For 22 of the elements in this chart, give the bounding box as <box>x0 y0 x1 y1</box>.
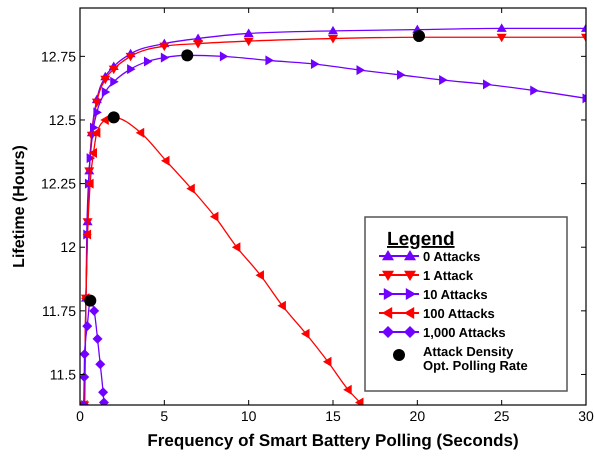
x-axis-title: Frequency of Smart Battery Polling (Seconds) <box>147 431 519 450</box>
y-tick-label: 12.5 <box>48 112 76 128</box>
legend-label: 100 Attacks <box>423 306 495 321</box>
legend-title: Legend <box>387 229 455 250</box>
legend-label: 1 Attack <box>423 268 474 283</box>
y-tick-label: 11.5 <box>50 366 76 382</box>
legend-label: Attack Density Opt. Polling Rate <box>423 344 528 373</box>
x-tick-label: 25 <box>494 408 510 424</box>
legend-label: 1,000 Attacks <box>423 325 506 340</box>
x-tick-label: 15 <box>325 408 341 424</box>
y-axis-title: Lifetime (Hours) <box>11 145 28 268</box>
legend-label: 0 Attacks <box>423 249 480 264</box>
legend-label: 10 Attacks <box>423 287 488 302</box>
y-tick-label: 12 <box>60 239 76 256</box>
x-tick-label: 10 <box>240 408 257 424</box>
y-tick-label: 12.75 <box>40 48 76 64</box>
y-tick-label: 11.75 <box>42 302 76 319</box>
x-tick-label: 5 <box>160 408 168 424</box>
x-tick-label: 30 <box>578 408 594 424</box>
x-tick-label: 0 <box>76 408 84 424</box>
y-tick-label: 12.25 <box>40 176 76 192</box>
x-tick-label: 20 <box>410 408 426 424</box>
